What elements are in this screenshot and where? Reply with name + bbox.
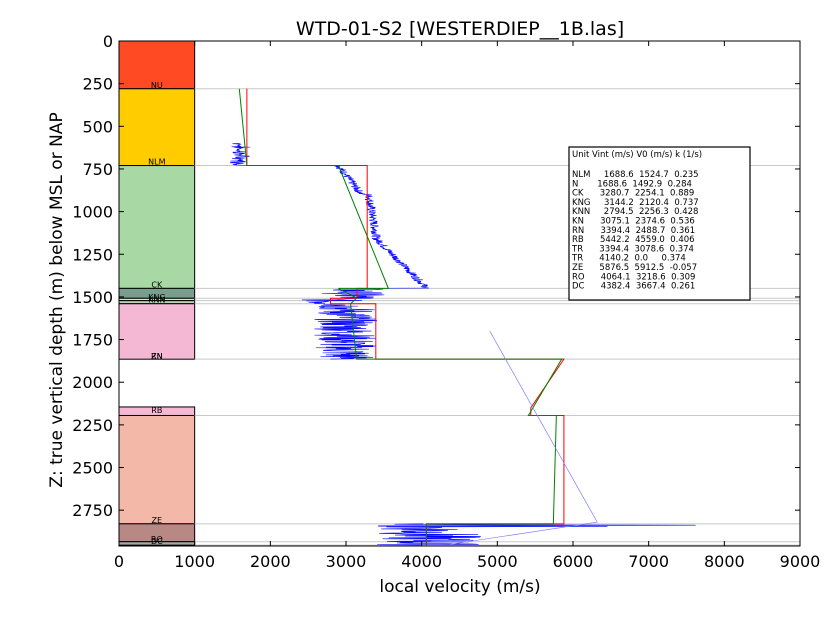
legend-row: KN 3075.1 2374.6 0.536 <box>572 217 695 227</box>
legend-row: RB 5442.2 4559.0 0.406 <box>572 235 695 245</box>
legend-row: CK 3280.7 2254.1 0.889 <box>572 189 694 199</box>
unit-label: KNN <box>148 296 165 305</box>
unit-label: CK <box>151 281 163 290</box>
plot-area-frame <box>118 40 801 547</box>
y-tick-label: 2000 <box>72 373 113 392</box>
unit-block <box>118 88 196 167</box>
unit-block <box>118 165 196 289</box>
x-tick-label: 2000 <box>250 552 291 571</box>
chart-title: WTD-01-S2 [WESTERDIEP__1B.las] <box>296 18 624 40</box>
unit-label: ZN <box>151 352 162 361</box>
legend-header: Unit Vint (m/s) V0 (m/s) k (1/s) <box>572 150 702 160</box>
x-tick-label: 4000 <box>401 552 442 571</box>
y-tick-label: 2500 <box>72 459 113 478</box>
x-axis-label: local velocity (m/s) <box>379 577 540 597</box>
unit-block <box>118 414 196 525</box>
x-tick-label: 7000 <box>628 552 669 571</box>
legend-row: TR 3394.4 3078.6 0.374 <box>571 244 694 254</box>
x-tick-label: 3000 <box>326 552 367 571</box>
unit-label: ZE <box>152 516 163 525</box>
unit-label: RB <box>151 406 162 415</box>
legend-row: TR 4140.2 0.0 0.374 <box>571 254 686 264</box>
y-tick-label: 0 <box>103 32 113 51</box>
unit-block <box>118 40 196 90</box>
series-v0_k_model <box>238 88 563 546</box>
y-tick-label: 250 <box>82 75 113 94</box>
y-tick-label: 1250 <box>72 245 113 264</box>
legend-row: ZE 5876.5 5912.5 -0.057 <box>572 263 697 273</box>
unit-label: NU <box>151 81 163 90</box>
y-tick-label: 500 <box>82 117 113 136</box>
unit-label: KNG <box>148 293 165 302</box>
measured-velocity-log <box>229 143 430 360</box>
x-tick-label: 0 <box>114 552 124 571</box>
x-tick-label: 1000 <box>174 552 215 571</box>
x-tick-label: 6000 <box>553 552 594 571</box>
y-tick-label: 1750 <box>72 331 113 350</box>
x-tick-label: 5000 <box>477 552 518 571</box>
unit-label: RO <box>151 535 163 544</box>
x-tick-label: 8000 <box>704 552 745 571</box>
legend-row: KNN 2794.5 2256.3 0.428 <box>572 207 698 217</box>
x-tick-label: 9000 <box>780 552 821 571</box>
legend-box <box>568 146 751 301</box>
legend-row: NLM 1688.6 1524.7 0.235 <box>572 170 699 180</box>
y-tick-label: 750 <box>82 160 113 179</box>
legend-row: RO 4064.1 3218.6 0.309 <box>572 272 695 282</box>
y-tick-label: 1500 <box>72 288 113 307</box>
unit-label: NLM <box>148 157 165 166</box>
y-tick-label: 2250 <box>72 416 113 435</box>
measured-velocity-log <box>377 523 696 546</box>
y-tick-label: 1000 <box>72 203 113 222</box>
y-axis-label: Z: true vertical depth (m) below MSL or … <box>47 112 67 487</box>
legend-row: RN 3394.4 2488.7 0.361 <box>572 226 695 236</box>
legend-row: KNG 3144.2 2120.4 0.737 <box>572 198 699 208</box>
y-tick-label: 2750 <box>72 501 113 520</box>
series-interval_velocity <box>246 88 565 546</box>
legend-row: DC 4382.4 3667.4 0.261 <box>572 282 695 292</box>
legend-row: N 1688.6 1492.9 0.284 <box>572 179 692 189</box>
unit-label: RN <box>151 352 163 361</box>
unit-label: DC <box>151 537 163 546</box>
series-trend <box>450 330 598 545</box>
